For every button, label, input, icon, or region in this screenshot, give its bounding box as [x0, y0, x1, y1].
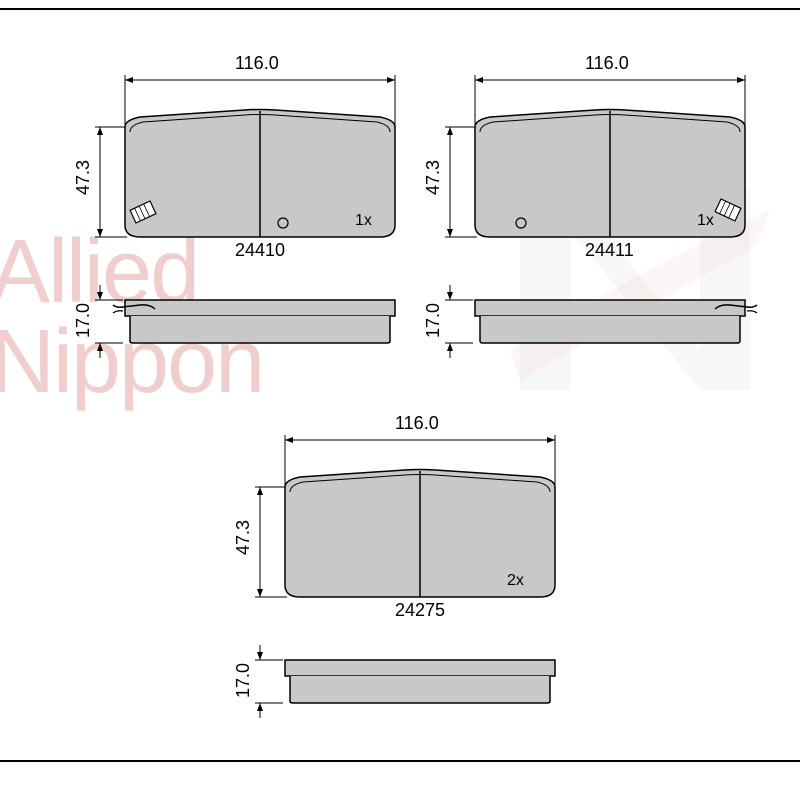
pad3-side-dim: 17.0 — [233, 663, 254, 698]
pad-24275-group: 116.0 47.3 17.0 2x 24275 — [255, 435, 575, 770]
pad2-width-dim: 116.0 — [585, 53, 629, 74]
pad2-height-dim: 47.3 — [423, 160, 444, 195]
pad1-width-dim: 116.0 — [235, 53, 279, 74]
pad3-height-dim: 47.3 — [233, 520, 254, 555]
pad2-side-dim: 17.0 — [423, 303, 444, 338]
pad2-qty: 1x — [697, 212, 714, 230]
pad1-height-dim: 47.3 — [73, 160, 94, 195]
pad1-part-number: 24410 — [235, 240, 285, 261]
pad3-qty: 2x — [507, 572, 524, 590]
pad3-part-number: 24275 — [395, 600, 445, 621]
pad1-qty: 1x — [355, 212, 372, 230]
pad-24410-group: 116.0 47.3 17.0 1x 24410 — [95, 75, 415, 410]
frame-top-border — [0, 8, 800, 10]
pad1-side-dim: 17.0 — [73, 303, 94, 338]
pad-24411-group: 116.0 47.3 17.0 1x 24411 — [445, 75, 765, 410]
pad2-part-number: 24411 — [585, 240, 634, 261]
pad3-width-dim: 116.0 — [395, 413, 439, 434]
drawing-canvas: Allied Nippon — [0, 0, 800, 800]
